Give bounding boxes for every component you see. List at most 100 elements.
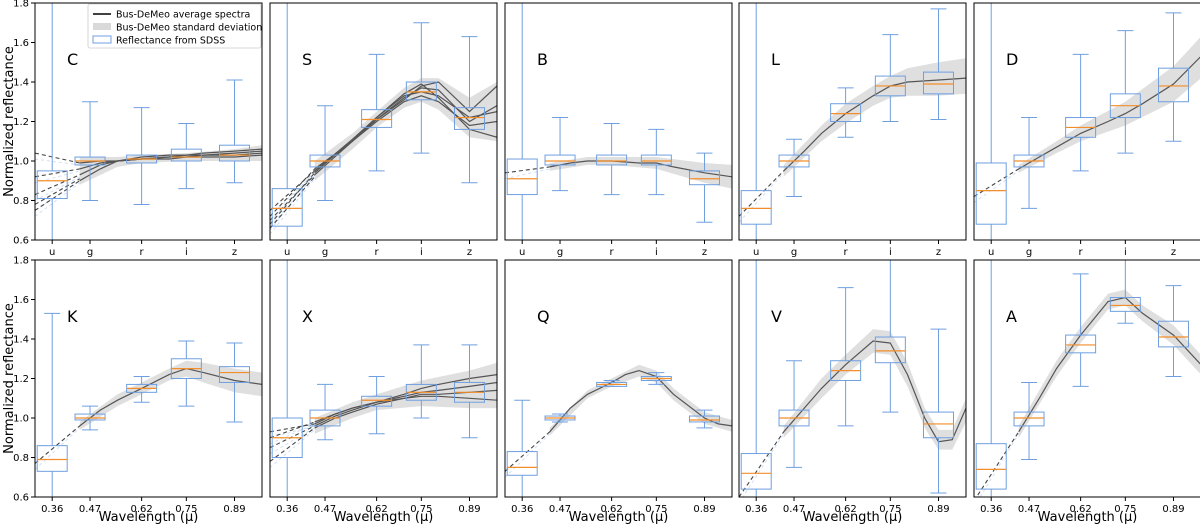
x-tick-label: 0.47 — [79, 504, 101, 515]
extrapolation-dashed-line — [35, 178, 80, 205]
x-tick-label: 0.75 — [175, 504, 197, 515]
boxplot-i — [405, 344, 437, 419]
boxplot-i — [405, 22, 437, 154]
boxplot-g — [544, 413, 576, 423]
boxplot-u — [740, 260, 772, 497]
box-iqr — [36, 170, 68, 200]
average-spectrum-line — [79, 154, 262, 164]
boxplot-g — [778, 138, 810, 198]
std-band — [1018, 37, 1200, 173]
panel-plot-area — [975, 260, 1200, 497]
panel-letter: V — [771, 307, 782, 326]
box-iqr — [975, 162, 1007, 225]
y-tick-label: 1.4 — [13, 335, 29, 346]
box-iqr — [506, 158, 538, 196]
boxplot-u — [506, 399, 538, 497]
boxplot-u — [740, 3, 772, 240]
x-tick-label: z — [936, 247, 941, 258]
box-iqr — [218, 144, 250, 162]
boxplot-i — [170, 340, 202, 407]
extrapolation-dashed-line — [739, 170, 785, 217]
x-axis-label: Wavelength (μ) — [334, 510, 434, 525]
y-tick-label: 1.2 — [13, 117, 29, 128]
x-tick-label: 0.89 — [223, 504, 245, 515]
box-iqr — [218, 366, 250, 383]
box-iqr — [874, 336, 906, 364]
std-band — [783, 58, 966, 177]
extrapolation-faint-line — [270, 172, 316, 217]
panel-plot-area — [35, 3, 262, 240]
x-tick-label: 0.36 — [41, 504, 63, 515]
extrapolation-dashed-line — [270, 172, 316, 225]
x-axis-label: Wavelength (μ) — [1038, 510, 1138, 525]
extrapolation-faint-line — [270, 170, 316, 223]
panel-frame — [504, 2, 733, 241]
extrapolation-faint-line — [739, 172, 785, 223]
panel-q: Q 0.36 0.47 0.62 0.75 0.89 Wavelength (μ) — [504, 259, 733, 525]
boxplot-u — [975, 260, 1007, 497]
panel-plot-area — [505, 364, 732, 497]
y-tick-label: 0.6 — [13, 493, 29, 504]
x-tick-label: 0.36 — [511, 504, 533, 515]
boxplot-i — [1109, 30, 1141, 154]
boxplot-r — [596, 379, 628, 387]
boxplot-r — [830, 87, 862, 138]
x-axis-label: Wavelength (μ) — [99, 510, 199, 525]
extrapolation-dashed-line — [35, 180, 81, 211]
panel-frame — [973, 259, 1200, 498]
boxplot-g — [309, 383, 341, 441]
x-tick-label: 0.75 — [879, 504, 901, 515]
boxplot-u — [271, 260, 303, 497]
x-tick-label: z — [702, 247, 707, 258]
x-tick-label: r — [140, 247, 145, 258]
y-tick-label: 1.0 — [13, 414, 29, 425]
average-spectrum-line — [314, 389, 497, 425]
extrapolation-faint-line — [270, 174, 316, 231]
boxplot-r — [830, 287, 862, 427]
legend-frame — [87, 3, 262, 49]
extrapolation-dashed-line — [35, 168, 80, 178]
panel-letter: S — [302, 50, 312, 69]
box-iqr — [596, 154, 628, 166]
extrapolation-faint-line — [979, 433, 1020, 497]
box-iqr — [740, 190, 772, 225]
panel-frame — [738, 259, 967, 498]
box-iqr — [830, 103, 862, 122]
panel-letter: C — [67, 50, 78, 69]
boxplot-r — [361, 53, 393, 172]
extrapolation-dashed-line — [270, 174, 316, 221]
legend-entry: Bus-DeMeo average spectra — [116, 10, 250, 21]
x-tick-label: 0.62 — [834, 504, 856, 515]
box-iqr — [1157, 320, 1189, 348]
extrapolation-faint-line — [742, 433, 785, 497]
extrapolation-dashed-line — [270, 427, 316, 462]
extrapolation-dashed-line — [270, 423, 315, 433]
x-tick-label: 0.36 — [745, 504, 767, 515]
panel-frame — [504, 259, 733, 498]
panel-x: X 0.36 0.47 0.62 0.75 0.89 Wavelength (μ) — [269, 259, 498, 525]
box-iqr — [453, 107, 485, 130]
extrapolation-faint-line — [270, 427, 315, 455]
extrapolation-dashed-line — [270, 176, 316, 229]
panel-plot-area — [270, 260, 497, 497]
legend-entry: Reflectance from SDSS — [116, 36, 225, 47]
extrapolation-dashed-line — [270, 168, 316, 217]
boxplot-u — [975, 3, 1007, 240]
extrapolation-dashed-line — [35, 174, 80, 196]
average-spectrum-line — [1018, 56, 1200, 170]
boxplot-r — [1065, 53, 1097, 172]
x-tick-label: 0.89 — [693, 504, 715, 515]
box-iqr — [405, 81, 437, 101]
box-iqr — [544, 154, 576, 166]
panel-d: Du g r i z — [973, 2, 1200, 258]
panel-letter: B — [537, 50, 548, 69]
panel-letter: Q — [537, 307, 550, 326]
boxplot-r — [126, 107, 158, 205]
x-tick-label: i — [185, 247, 188, 258]
panel-b: Bu g r i z — [504, 2, 733, 258]
y-tick-label: 0.8 — [13, 196, 29, 207]
panel-s: Su g r i z — [269, 2, 498, 258]
x-tick-label: 0.47 — [1018, 504, 1040, 515]
box-iqr — [922, 71, 954, 95]
x-tick-label: 0.36 — [980, 504, 1002, 515]
